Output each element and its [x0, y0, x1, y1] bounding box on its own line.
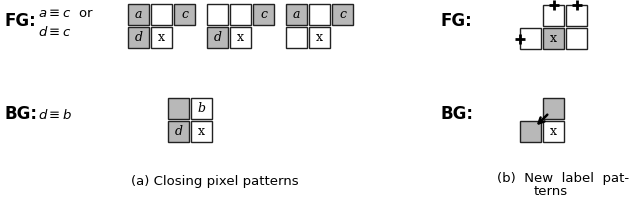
Text: d: d [134, 31, 143, 44]
Bar [543, 28, 564, 49]
Text: c: c [339, 8, 346, 21]
Bar [207, 27, 228, 48]
Text: x: x [198, 125, 205, 138]
Bar [543, 121, 564, 142]
Bar [191, 98, 212, 119]
Bar [520, 28, 541, 49]
Text: x: x [237, 31, 244, 44]
Bar [309, 27, 330, 48]
Text: b: b [198, 102, 205, 115]
Bar [230, 27, 251, 48]
Bar [174, 4, 195, 25]
Bar [309, 4, 330, 25]
Bar [286, 4, 307, 25]
Text: FG:: FG: [5, 12, 36, 30]
Text: FG:: FG: [440, 12, 472, 30]
Bar [151, 27, 172, 48]
Bar [128, 4, 149, 25]
Text: c: c [260, 8, 267, 21]
Text: $a \equiv c$  or: $a \equiv c$ or [38, 7, 93, 20]
Text: $d \equiv b$: $d \equiv b$ [38, 108, 72, 122]
Text: (b)  New  label  pat-: (b) New label pat- [497, 172, 629, 185]
Bar [543, 5, 564, 26]
Bar [332, 4, 353, 25]
Text: x: x [550, 125, 557, 138]
Bar [168, 98, 189, 119]
Text: x: x [158, 31, 165, 44]
Text: (a) Closing pixel patterns: (a) Closing pixel patterns [131, 175, 299, 188]
Text: x: x [550, 32, 557, 45]
Bar [168, 121, 189, 142]
Text: a: a [135, 8, 142, 21]
Text: a: a [292, 8, 300, 21]
Bar [520, 121, 541, 142]
Bar [566, 5, 587, 26]
Text: d: d [175, 125, 182, 138]
Text: c: c [181, 8, 188, 21]
Text: BG:: BG: [5, 105, 38, 123]
Bar [566, 28, 587, 49]
Bar [543, 98, 564, 119]
Bar [191, 121, 212, 142]
Bar [151, 4, 172, 25]
Bar [207, 4, 228, 25]
Text: d: d [214, 31, 221, 44]
Bar [128, 27, 149, 48]
Bar [253, 4, 274, 25]
Text: x: x [316, 31, 323, 44]
Bar [286, 27, 307, 48]
Text: $d \equiv c$: $d \equiv c$ [38, 25, 72, 39]
Bar [230, 4, 251, 25]
Text: BG:: BG: [440, 105, 473, 123]
Text: terns: terns [534, 185, 568, 198]
